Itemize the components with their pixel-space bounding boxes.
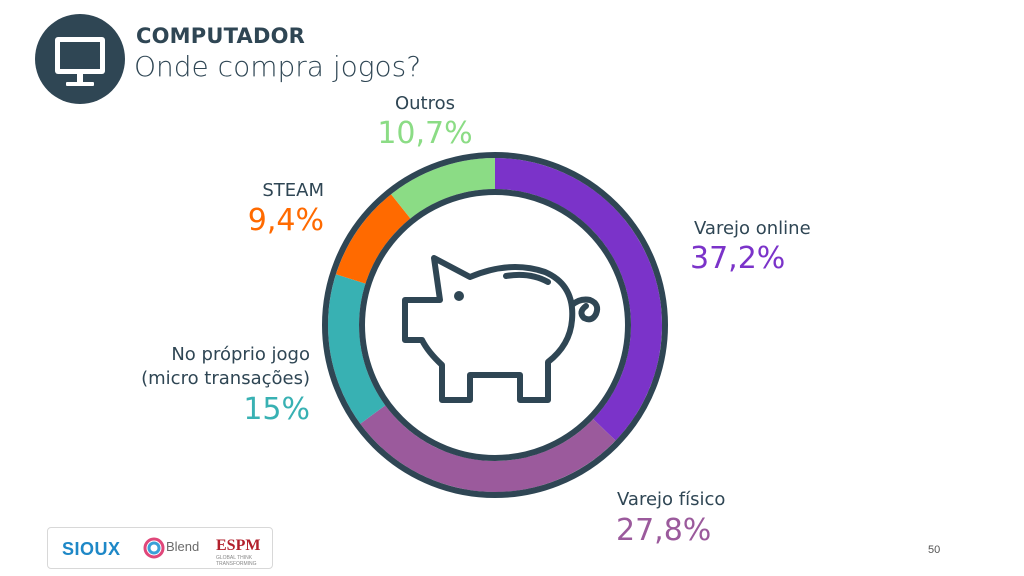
slice-varejo-f-sico (360, 405, 616, 492)
partner-logos: SIOUX Blend ESPM GLOBAL THINK TRANSFORMI… (47, 527, 273, 569)
inner-ring-outline (359, 189, 631, 461)
piggy-eye (454, 291, 464, 301)
value-varejo-online: 37,2% (690, 241, 786, 276)
piggy-bank-icon (402, 255, 601, 403)
label-steam: STEAM (262, 180, 324, 201)
slice-outros (391, 158, 495, 219)
computer-monitor-icon (35, 14, 125, 104)
value-outros: 10,7% (377, 116, 473, 151)
value-steam: 9,4% (247, 203, 324, 238)
label-proprio-jogo: No próprio jogo (171, 344, 310, 365)
slice-no-pr-prio-jogo (328, 274, 386, 424)
value-proprio-jogo: 15% (243, 392, 310, 427)
slice-steam (335, 194, 411, 284)
sioux-logo: SIOUX (62, 539, 121, 559)
value-varejo-fisico: 27,8% (616, 513, 712, 548)
page-number: 50 (928, 544, 941, 556)
outer-ring-outline (322, 152, 668, 498)
label-outros: Outros (394, 93, 456, 114)
label-varejo-fisico: Varejo físico (617, 489, 726, 510)
category-title: COMPUTADOR (136, 24, 306, 48)
espm-logo-subtitle: GLOBAL THINK TRANSFORMING (216, 555, 257, 567)
label-micro-transacoes: (micro transações) (141, 368, 310, 389)
slice-varejo-online (495, 158, 662, 441)
blend-logo-text: Blend (166, 539, 200, 554)
espm-logo: ESPM (216, 537, 261, 554)
label-varejo-online: Varejo online (694, 218, 811, 239)
page-title: Onde compra jogos? (134, 50, 422, 83)
blend-logo-icon (143, 537, 165, 559)
